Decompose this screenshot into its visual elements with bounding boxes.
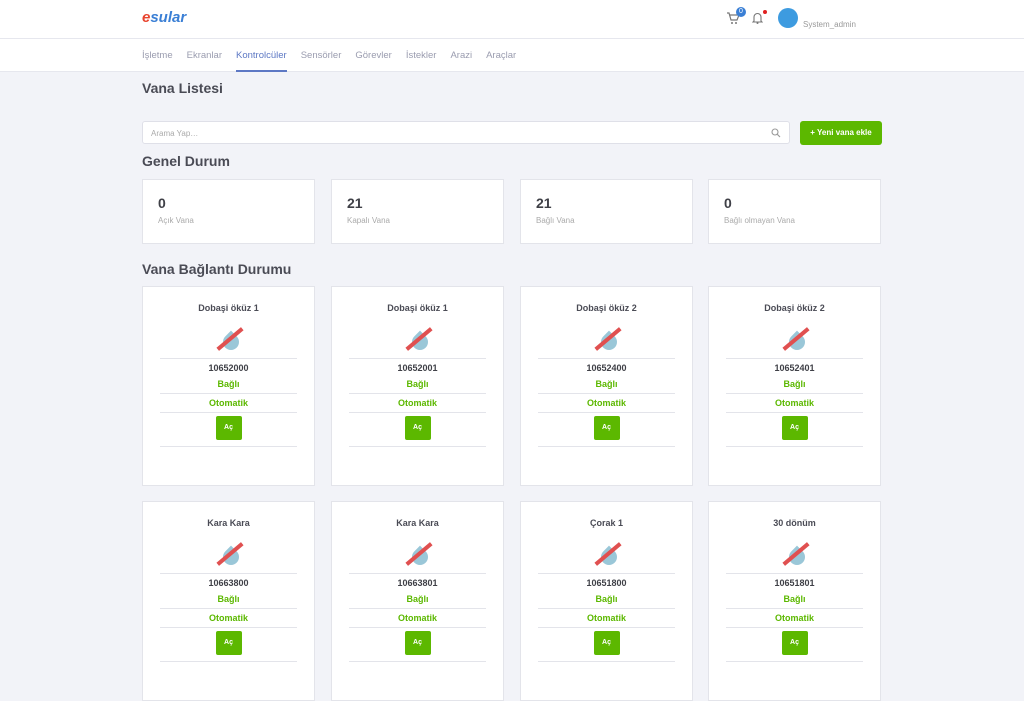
- valve-card: Dobaşi öküz 1 10652001 Bağlı Otomatik Aç: [331, 286, 504, 486]
- page-title: Vana Listesi: [142, 80, 223, 96]
- valve-card: Kara Kara 10663801 Bağlı Otomatik Aç: [331, 501, 504, 701]
- valve-card: Kara Kara 10663800 Bağlı Otomatik Aç: [142, 501, 315, 701]
- water-off-icon: [780, 322, 810, 358]
- water-off-icon: [403, 322, 433, 358]
- valve-card: Dobaşi öküz 2 10652400 Bağlı Otomatik Aç: [520, 286, 693, 486]
- stat-value: 0: [158, 195, 166, 211]
- stat-label: Bağlı Vana: [536, 216, 575, 225]
- valve-mode: Otomatik: [397, 613, 437, 623]
- nav-gorevler[interactable]: Görevler: [355, 50, 392, 61]
- stat-card: 0 Bağlı olmayan Vana: [708, 179, 881, 244]
- nav-istekler[interactable]: İstekler: [405, 50, 437, 61]
- search-icon[interactable]: [771, 128, 781, 138]
- stat-label: Açık Vana: [158, 216, 194, 225]
- open-valve-button[interactable]: Aç: [215, 416, 242, 440]
- valve-status: Bağlı: [406, 379, 429, 389]
- username[interactable]: System_admin: [803, 20, 856, 29]
- avatar[interactable]: [778, 8, 798, 28]
- nav-arazi[interactable]: Arazi: [450, 50, 473, 61]
- search-input[interactable]: Arama Yap…: [142, 121, 790, 144]
- valve-id: 10652000: [208, 363, 249, 373]
- water-off-icon: [214, 322, 244, 358]
- valve-name: Dobaşi öküz 2: [576, 303, 637, 313]
- main-nav: İşletme Ekranlar Kontrolcüler Sensörler …: [0, 39, 1024, 72]
- valve-name: Çorak 1: [589, 518, 624, 528]
- notification-dot: [763, 10, 767, 14]
- valve-name: Dobaşi öküz 1: [198, 303, 259, 313]
- valve-card: Çorak 1 10651800 Bağlı Otomatik Aç: [520, 501, 693, 701]
- open-valve-button[interactable]: Aç: [593, 416, 620, 440]
- nav-ekranlar[interactable]: Ekranlar: [186, 50, 222, 61]
- valve-card: Dobaşi öküz 2 10652401 Bağlı Otomatik Aç: [708, 286, 881, 486]
- valve-status: Bağlı: [217, 379, 240, 389]
- stat-card: 21 Bağlı Vana: [520, 179, 693, 244]
- valve-name: Kara Kara: [207, 518, 250, 528]
- add-valve-label: Yeni vana ekle: [817, 128, 872, 137]
- valve-card: Dobaşi öküz 1 10652000 Bağlı Otomatik Aç: [142, 286, 315, 486]
- add-valve-button[interactable]: + Yeni vana ekle: [800, 121, 882, 145]
- valve-status: Bağlı: [406, 594, 429, 604]
- stat-value: 21: [347, 195, 363, 211]
- valve-id: 10651801: [774, 578, 815, 588]
- valve-name: Dobaşi öküz 1: [387, 303, 448, 313]
- nav-isletme[interactable]: İşletme: [142, 50, 173, 61]
- nav-sensorler[interactable]: Sensörler: [300, 50, 342, 61]
- valve-id: 10652400: [586, 363, 627, 373]
- nav-kontrolculer[interactable]: Kontrolcüler: [236, 50, 287, 72]
- valve-mode: Otomatik: [397, 398, 437, 408]
- valve-id: 10652401: [774, 363, 815, 373]
- search-placeholder: Arama Yap…: [151, 129, 199, 138]
- water-off-icon: [403, 537, 433, 573]
- valve-id: 10663801: [397, 578, 438, 588]
- valve-id: 10652001: [397, 363, 438, 373]
- valve-id: 10651800: [586, 578, 627, 588]
- valve-status: Bağlı: [783, 594, 806, 604]
- valve-name: 30 dönüm: [773, 518, 816, 528]
- water-off-icon: [214, 537, 244, 573]
- valve-status: Bağlı: [217, 594, 240, 604]
- valve-name: Dobaşi öküz 2: [764, 303, 825, 313]
- connection-status-title: Vana Bağlantı Durumu: [142, 261, 292, 277]
- top-bar: esular 0 System_admin: [0, 0, 1024, 39]
- valve-name: Kara Kara: [396, 518, 439, 528]
- stat-card: 0 Açık Vana: [142, 179, 315, 244]
- open-valve-button[interactable]: Aç: [404, 631, 431, 655]
- valve-id: 10663800: [208, 578, 249, 588]
- cart-badge: 0: [736, 7, 746, 17]
- valve-mode: Otomatik: [774, 398, 814, 408]
- valve-status: Bağlı: [595, 594, 618, 604]
- valve-mode: Otomatik: [208, 613, 248, 623]
- valve-mode: Otomatik: [774, 613, 814, 623]
- open-valve-button[interactable]: Aç: [404, 416, 431, 440]
- water-off-icon: [592, 537, 622, 573]
- water-off-icon: [780, 537, 810, 573]
- valve-status: Bağlı: [595, 379, 618, 389]
- open-valve-button[interactable]: Aç: [781, 416, 808, 440]
- valve-card: 30 dönüm 10651801 Bağlı Otomatik Aç: [708, 501, 881, 701]
- logo[interactable]: esular: [142, 9, 187, 26]
- valve-mode: Otomatik: [208, 398, 248, 408]
- nav-araclar[interactable]: Araçlar: [486, 50, 517, 61]
- stat-value: 0: [724, 195, 732, 211]
- stat-label: Bağlı olmayan Vana: [724, 216, 796, 225]
- valve-status: Bağlı: [783, 379, 806, 389]
- water-off-icon: [592, 322, 622, 358]
- stat-value: 21: [536, 195, 552, 211]
- valve-mode: Otomatik: [586, 398, 626, 408]
- valve-mode: Otomatik: [586, 613, 626, 623]
- stat-label: Kapalı Vana: [347, 216, 390, 225]
- open-valve-button[interactable]: Aç: [593, 631, 620, 655]
- general-status-title: Genel Durum: [142, 153, 230, 169]
- open-valve-button[interactable]: Aç: [781, 631, 808, 655]
- open-valve-button[interactable]: Aç: [215, 631, 242, 655]
- stat-card: 21 Kapalı Vana: [331, 179, 504, 244]
- bell-icon[interactable]: [752, 12, 763, 24]
